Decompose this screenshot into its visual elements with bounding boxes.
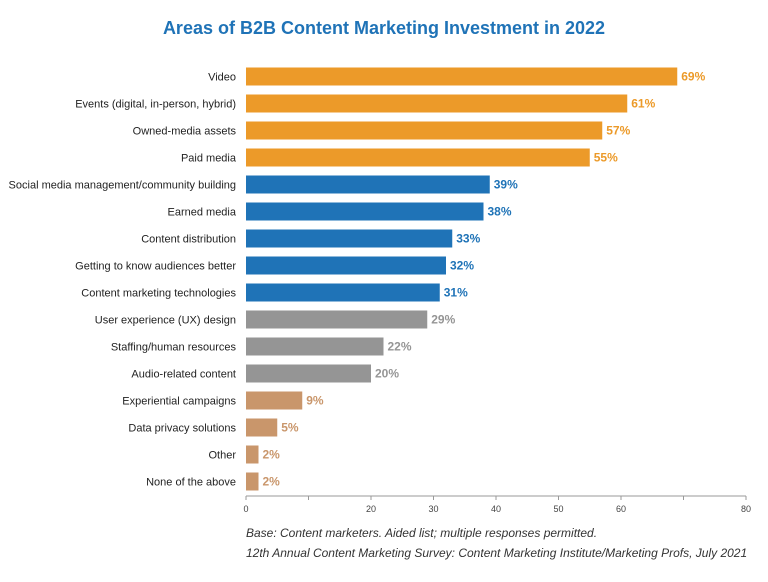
footnote-source: 12th Annual Content Marketing Survey: Co… — [246, 546, 748, 560]
x-tick-label: 50 — [553, 504, 563, 514]
value-label: 2% — [263, 475, 281, 489]
category-label: Content marketing technologies — [81, 288, 236, 300]
value-label: 61% — [631, 97, 655, 111]
bar — [246, 472, 259, 491]
value-label: 55% — [594, 151, 618, 165]
category-label: None of the above — [146, 477, 236, 489]
bar — [246, 175, 490, 194]
bar — [246, 94, 628, 113]
category-label: Paid media — [181, 153, 237, 165]
category-label: Social media management/community buildi… — [9, 180, 236, 192]
x-axis: 0 20 30 40 50 60 80 — [243, 495, 751, 514]
bar — [246, 337, 384, 356]
value-label: 29% — [431, 313, 455, 327]
x-tick-label: 80 — [741, 504, 751, 514]
bars-layer: Video 69% Events (digital, in-person, hybr… — [9, 67, 706, 491]
x-tick-label: 20 — [366, 504, 376, 514]
x-tick-label: 0 — [243, 504, 248, 514]
category-label: Events (digital, in-person, hybrid) — [75, 99, 236, 111]
category-label: Data privacy solutions — [128, 423, 236, 435]
value-label: 32% — [450, 259, 474, 273]
value-label: 57% — [606, 124, 630, 138]
footnote-base: Base: Content marketers. Aided list; mul… — [246, 526, 598, 540]
x-tick-label: 40 — [491, 504, 501, 514]
value-label: 38% — [488, 205, 512, 219]
category-label: Experiential campaigns — [122, 396, 236, 408]
value-label: 2% — [263, 448, 281, 462]
category-label: Owned-media assets — [133, 126, 237, 138]
category-label: Earned media — [168, 207, 237, 219]
category-label: Video — [208, 72, 236, 84]
category-label: Audio-related content — [131, 369, 236, 381]
category-label: Other — [208, 450, 236, 462]
bar — [246, 202, 484, 221]
bar — [246, 391, 303, 410]
bar — [246, 310, 428, 329]
value-label: 31% — [444, 286, 468, 300]
value-label: 9% — [306, 394, 324, 408]
category-label: Staffing/human resources — [111, 342, 237, 354]
bar — [246, 256, 446, 275]
category-label: User experience (UX) design — [95, 315, 236, 327]
value-label: 33% — [456, 232, 480, 246]
bar — [246, 229, 453, 248]
chart-title: Areas of B2B Content Marketing Investmen… — [162, 18, 606, 38]
value-label: 39% — [494, 178, 518, 192]
x-tick-label: 60 — [616, 504, 626, 514]
value-label: 20% — [375, 367, 399, 381]
value-label: 22% — [388, 340, 412, 354]
x-tick-label: 30 — [428, 504, 438, 514]
bar — [246, 283, 440, 302]
bar — [246, 445, 259, 464]
bar — [246, 364, 371, 383]
value-label: 5% — [281, 421, 299, 435]
bar — [246, 121, 603, 140]
bar — [246, 67, 678, 86]
category-label: Getting to know audiences better — [75, 261, 236, 273]
bar — [246, 148, 590, 167]
category-label: Content distribution — [141, 234, 236, 246]
bar — [246, 418, 278, 437]
value-label: 69% — [681, 70, 705, 84]
